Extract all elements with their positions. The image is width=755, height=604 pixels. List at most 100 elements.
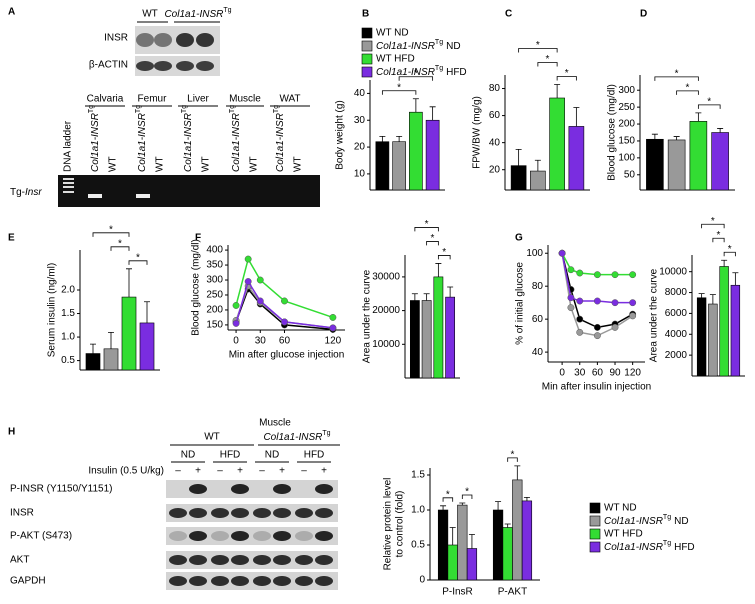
error-bar [651,133,658,140]
significance-bracket [676,90,699,95]
y-tick-label: 150 [618,136,635,147]
blot-band [189,555,207,565]
tissue-label: Calvaria [87,94,124,105]
error-bar [573,107,580,127]
bar [696,297,707,377]
error-bar [447,286,454,298]
significance-bracket [537,62,558,67]
significance-label: * [136,252,140,263]
blot-title: Muscle [259,418,291,429]
point [256,297,264,305]
y-tick-label: 1.0 [61,332,75,343]
blot-band [315,576,333,586]
significance-label: * [717,230,721,241]
blot-band [273,484,291,494]
legend-label: WT ND [604,503,637,514]
x-tick-label: P-InsR [442,587,473,598]
blot-band [154,33,172,47]
y-tick-label: 40 [489,137,501,148]
error-bar [554,84,561,98]
significance-label: * [707,97,711,108]
significance-label: * [686,83,690,94]
ladder-band [63,178,74,180]
y-axis-label: Blood glucose (mg/dl) [607,84,618,181]
blot-band [315,508,333,518]
y-tick-label: 100 [526,248,543,259]
x-tick-label: 120 [624,368,641,379]
blot-row-label: P-AKT (S473) [10,531,72,542]
legend-label-part: ND [674,516,688,527]
legend-label-part: Tg [435,39,443,46]
blot [166,480,338,498]
ladder-label: DNA ladder [63,120,74,172]
dose-label: – [217,466,223,477]
bar [445,296,456,379]
error-bar [435,263,442,277]
y-tick-label: 10 [354,169,366,180]
y-tick-label: 60 [489,110,501,121]
legend-swatch [361,40,373,52]
legend-label: Col1a1-INSRTg HFD [376,65,467,78]
significance-label: * [536,40,540,51]
legend-swatch [361,53,373,65]
blot-band [176,33,194,47]
y-tick-label: 150 [206,320,223,331]
legend-label-part: Tg [663,540,671,547]
error-bar [495,501,502,510]
point [244,278,252,285]
bar [646,138,664,191]
significance-label: * [465,487,469,498]
significance-label: * [546,54,550,65]
x-tick-label: 0 [233,336,239,347]
blot-band [169,508,187,518]
y-axis-label: % of initial glucose [515,262,526,345]
y-tick-label: 0 [419,575,425,586]
group-label: Col1a1-INSRTg [164,7,231,20]
y-tick-label: 350 [206,260,223,271]
bar [103,348,119,371]
error-bar [504,523,511,528]
point [576,328,584,336]
error-bar [126,268,132,298]
bar [530,170,546,191]
blot-band [231,484,249,494]
blot-band [211,508,229,518]
x-tick-label: 60 [279,336,291,347]
blot-band [295,555,313,565]
bar [502,527,513,581]
legend-label-part: Col1a1-INSR [376,41,435,52]
significance-bracket [654,76,699,81]
y-tick-label: 40 [354,88,366,99]
diet-label: HFD [304,450,325,461]
y-tick-label: 8000 [665,287,688,298]
panel-label: H [8,427,15,438]
bar [433,276,444,379]
y-axis-label: Serum insulin (ng/ml) [47,263,58,357]
bar [667,139,686,191]
group-label-part: Tg [223,7,231,14]
blot-band [169,555,187,565]
y-axis-label: Body weight (g) [335,100,346,169]
group-label-part: Col1a1-INSR [164,9,223,20]
blot-band [315,531,333,541]
blot-band [211,555,229,565]
bar [521,500,533,581]
dose-label: – [175,466,181,477]
blot-band [231,508,249,518]
y-tick-label: 1.5 [411,470,425,481]
bar [437,509,449,581]
blot-band [253,576,271,586]
point [232,302,240,309]
point [629,299,637,307]
blot-band [295,531,313,541]
y-tick-label: 4000 [665,329,688,340]
bar [510,165,527,191]
blot [166,572,338,590]
y-axis-label: Relative protein level [383,478,394,571]
point [281,297,288,305]
y-tick-label: 2.0 [61,285,75,296]
legend-label-part: HFD [674,542,695,553]
blot-band [315,484,333,494]
legend-label-part: Tg [435,65,443,72]
x-tick-label: 0 [559,368,565,379]
